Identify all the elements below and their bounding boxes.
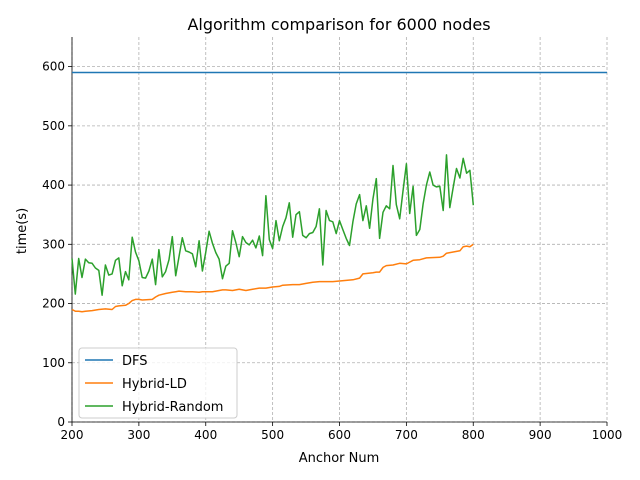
legend-label-2: Hybrid-Random [122,400,223,415]
y-axis-label: time(s) [15,208,30,254]
chart-title: Algorithm comparison for 6000 nodes [187,15,490,34]
x-tick-label: 700 [395,428,418,442]
x-tick-label: 600 [328,428,351,442]
x-axis-label: Anchor Num [299,451,380,466]
legend-label-1: Hybrid-LD [122,377,187,392]
x-tick-label: 800 [462,428,485,442]
x-tick-label: 300 [127,428,150,442]
x-tick-label: 400 [194,428,217,442]
y-tick-label: 300 [42,237,65,251]
y-tick-label: 400 [42,178,65,192]
y-tick-label: 200 [42,297,65,311]
y-tick-label: 600 [42,60,65,74]
series-line-2 [71,154,475,296]
x-tick-label: 900 [529,428,552,442]
y-tick-label: 100 [42,356,65,370]
ticks: 200 300 400 500 600 700 800 900 1000 0 100 200 300 40… [42,60,622,442]
legend-label-0: DFS [122,354,148,369]
legend-box [78,347,238,419]
x-tick-label: 1000 [592,428,623,442]
series-layer [71,71,607,313]
x-tick-label: 200 [61,428,84,442]
y-tick-label: 0 [57,415,65,429]
legend: DFS Hybrid-LD Hybrid-Random [78,347,238,419]
series-line-1 [71,243,474,313]
y-tick-label: 500 [42,119,65,133]
x-tick-label: 500 [261,428,284,442]
